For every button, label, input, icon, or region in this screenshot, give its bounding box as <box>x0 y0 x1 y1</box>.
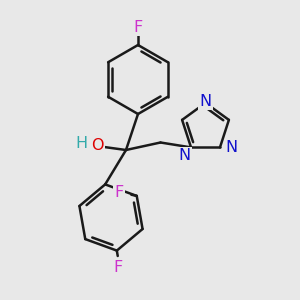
Text: N: N <box>225 140 237 155</box>
Text: F: F <box>114 260 123 275</box>
Text: N: N <box>200 94 211 109</box>
Text: H: H <box>76 136 88 152</box>
Text: F: F <box>115 185 124 200</box>
Text: O: O <box>91 138 104 153</box>
Text: F: F <box>134 20 142 35</box>
Text: N: N <box>178 148 190 163</box>
